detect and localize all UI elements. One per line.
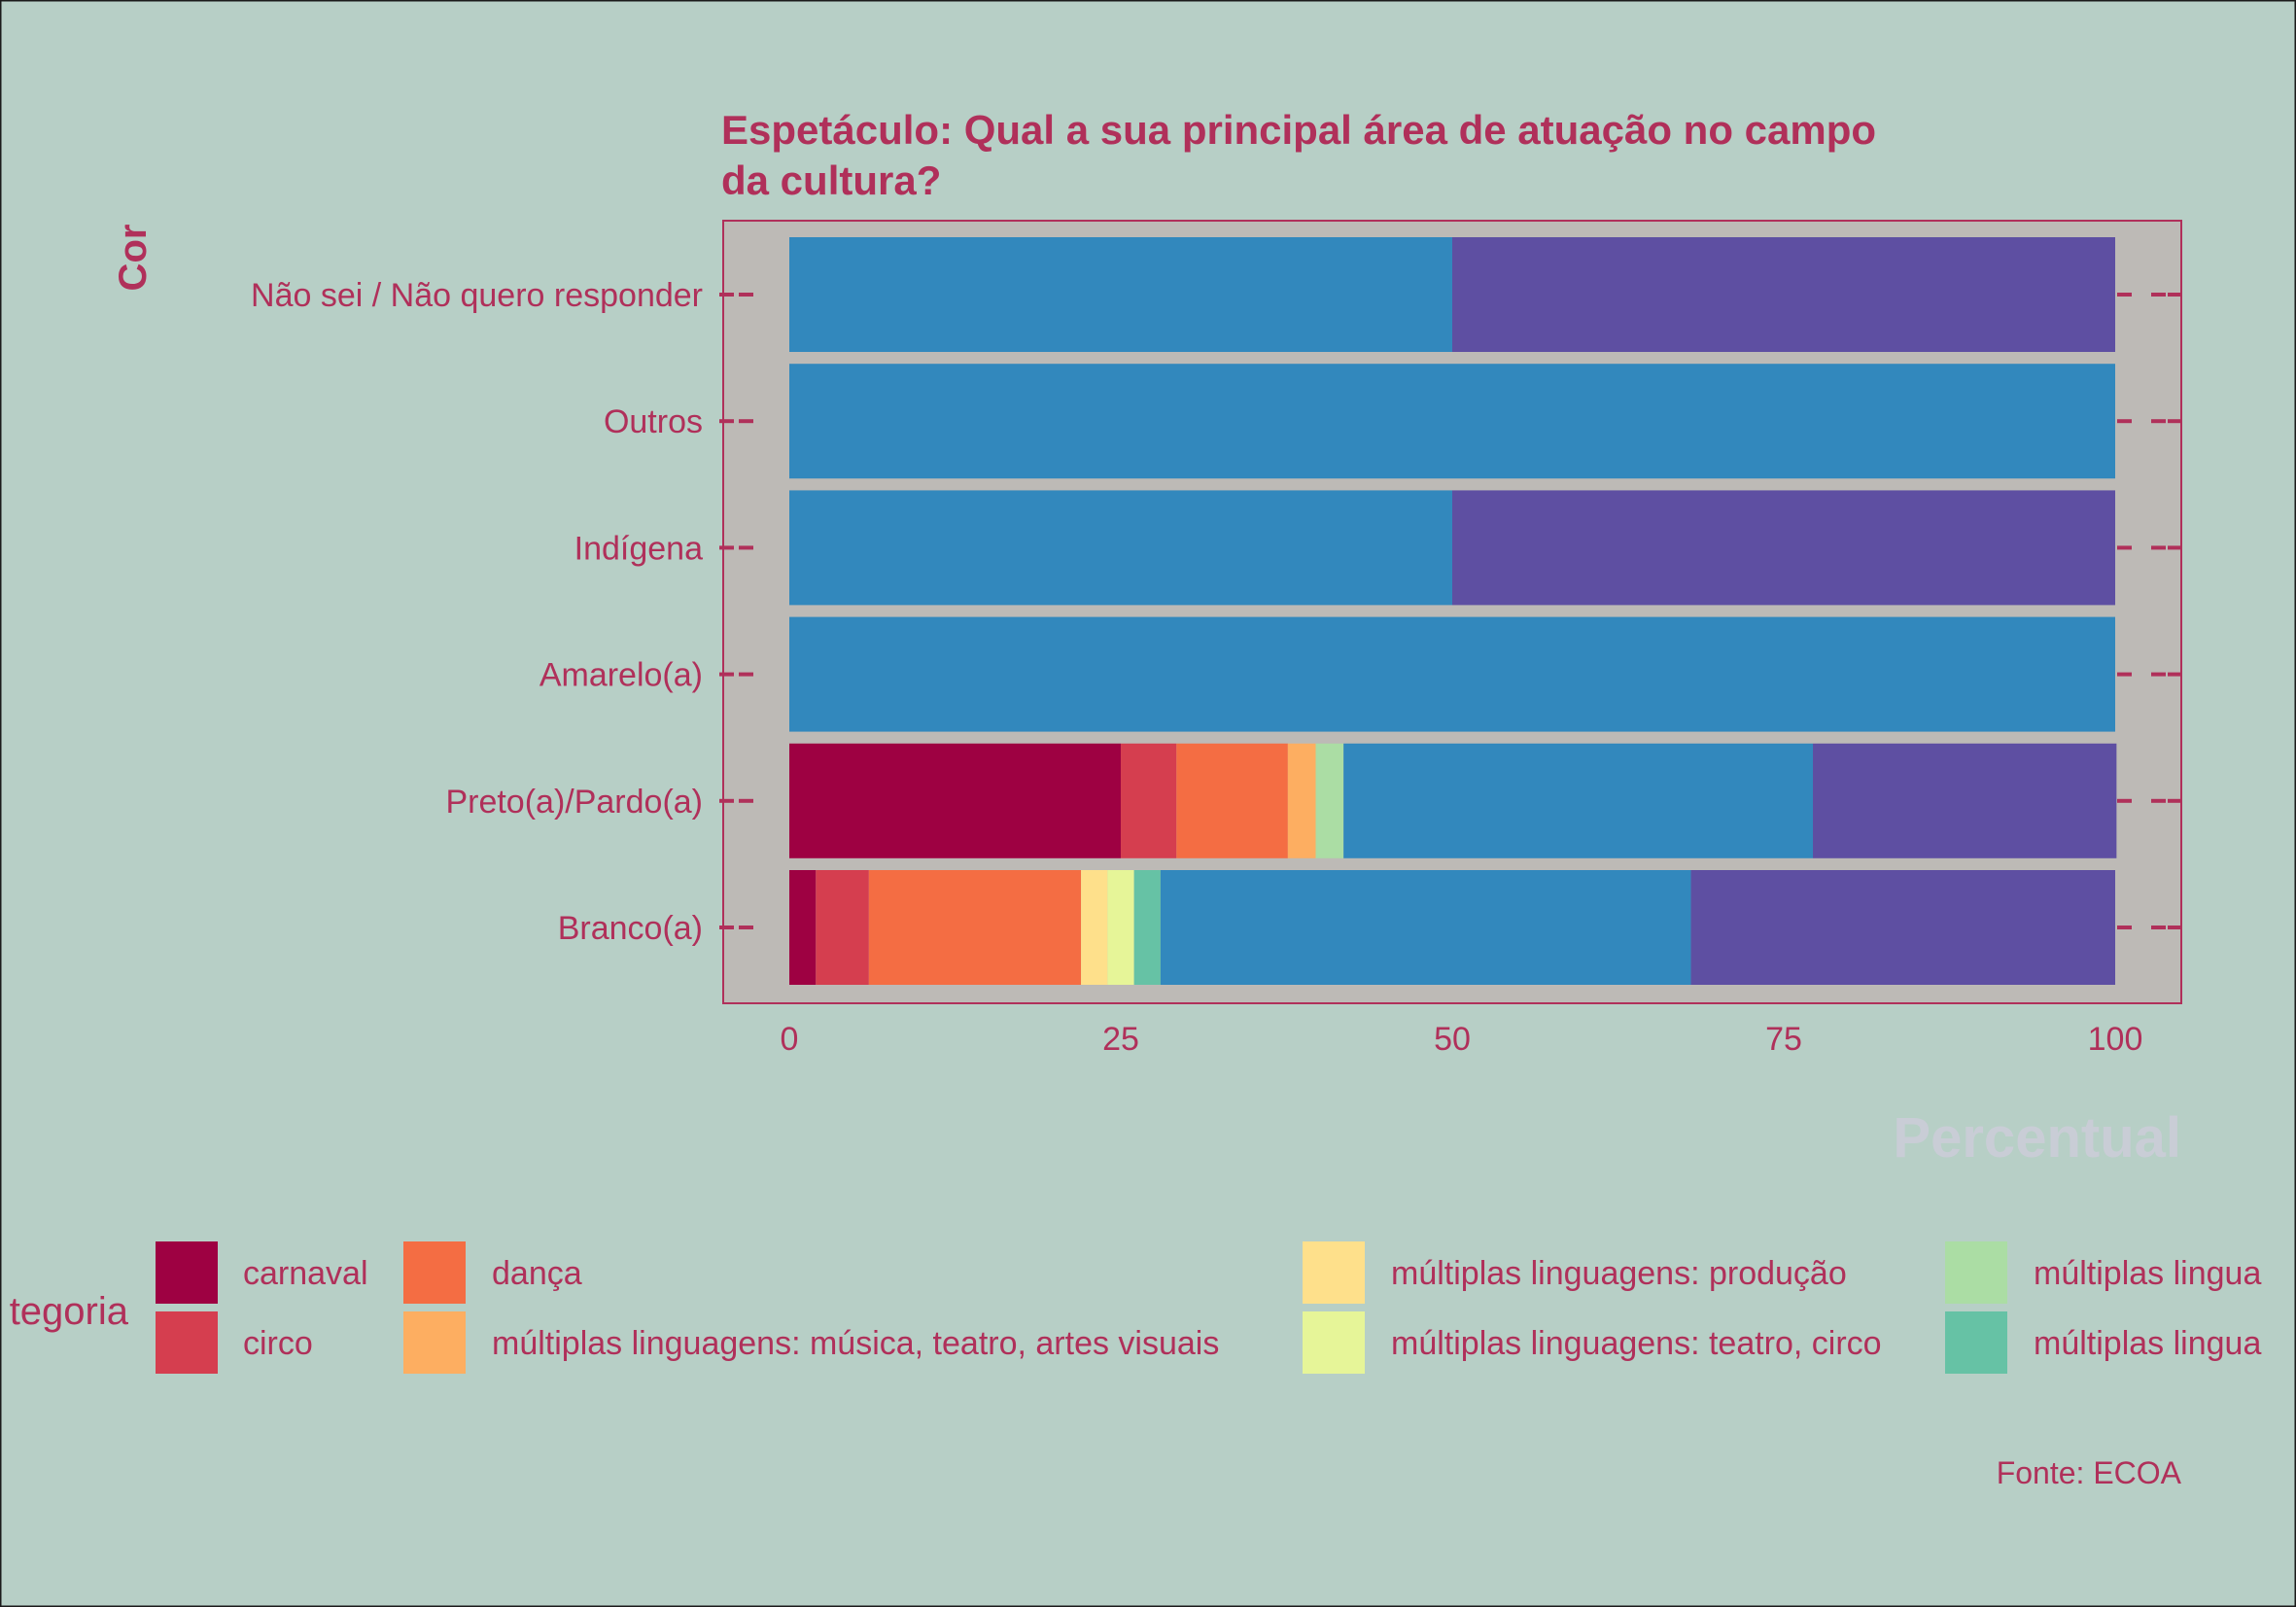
bar-segment	[1081, 870, 1108, 985]
x-axis-title: Percentual	[1893, 1106, 2181, 1170]
legend-title: tegoria	[10, 1290, 129, 1333]
legend-label: circo	[243, 1325, 313, 1362]
x-tick-label: 100	[2088, 1021, 2143, 1058]
legend-swatch	[1945, 1311, 2007, 1374]
y-tick-label: Amarelo(a)	[539, 657, 703, 694]
bar-segment	[1343, 743, 1814, 858]
bar-segment	[789, 237, 1452, 352]
x-tick-label: 0	[781, 1021, 799, 1058]
y-tick-label: Branco(a)	[558, 910, 703, 947]
x-tick-label: 75	[1765, 1021, 1802, 1058]
x-tick-label: 25	[1102, 1021, 1139, 1058]
x-axis: 0 25 50 75 100	[781, 1021, 2143, 1058]
bar-segment	[789, 743, 1121, 858]
bar-segment	[1121, 743, 1177, 858]
bar-segment	[1107, 870, 1134, 985]
bar-segment	[1452, 237, 2115, 352]
bar-segment	[1287, 743, 1316, 858]
legend-label: múltiplas linguagens: música, teatro, ar…	[492, 1325, 1219, 1362]
caption: Fonte: ECOA	[1997, 1455, 2182, 1490]
y-tick-label: Não sei / Não quero responder	[251, 277, 703, 314]
legend-swatch	[1945, 1241, 2007, 1304]
bar-segment	[1176, 743, 1288, 858]
bar-segment	[1813, 743, 2117, 858]
legend-swatch	[403, 1311, 466, 1374]
bar-segment	[1315, 743, 1344, 858]
bar-segment	[1452, 490, 2115, 606]
legend-swatch	[403, 1241, 466, 1304]
chart-title-line-1: Espetáculo: Qual a sua principal área de…	[721, 107, 1876, 153]
bar-segment	[1133, 870, 1161, 985]
bar-segment	[1690, 870, 2115, 985]
y-tick-label: Indígena	[574, 530, 703, 567]
legend-label: múltiplas linguagens: teatro, circo	[1391, 1325, 1882, 1362]
y-axis: Não sei / Não quero responder Outros Indíg…	[251, 277, 2181, 947]
bar-segment	[789, 616, 2115, 732]
bar-segment	[816, 870, 869, 985]
bar-segment	[868, 870, 1082, 985]
legend: carnaval circo dança múltiplas linguagens: …	[156, 1241, 2261, 1374]
y-tick-label: Preto(a)/Pardo(a)	[445, 784, 703, 821]
legend-label: múltiplas lingua	[2034, 1255, 2261, 1292]
legend-label: dança	[492, 1255, 582, 1292]
legend-label: carnaval	[243, 1255, 368, 1292]
y-tick-label: Outros	[604, 403, 703, 440]
legend-swatch	[156, 1241, 218, 1304]
bar-layer	[789, 237, 2117, 985]
x-tick-label: 50	[1434, 1021, 1471, 1058]
legend-swatch	[1303, 1311, 1365, 1374]
bar-segment	[1160, 870, 1691, 985]
chart-title-line-2: da cultura?	[721, 157, 941, 203]
legend-label: múltiplas lingua	[2034, 1325, 2261, 1362]
legend-label: múltiplas linguagens: produção	[1391, 1255, 1847, 1292]
bar-segment	[789, 490, 1452, 606]
bar-segment	[789, 870, 817, 985]
legend-swatch	[1303, 1241, 1365, 1304]
legend-swatch	[156, 1311, 218, 1374]
bar-segment	[789, 364, 2115, 479]
y-axis-title: Cor	[112, 225, 155, 292]
